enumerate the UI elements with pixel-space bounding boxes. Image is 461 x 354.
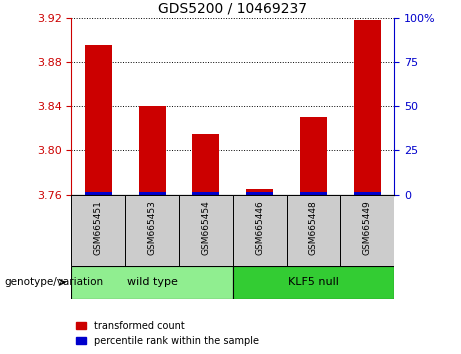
Text: GSM665446: GSM665446 (255, 200, 264, 255)
Bar (246, 189, 273, 195)
Text: genotype/variation: genotype/variation (5, 277, 104, 287)
Legend: transformed count, percentile rank within the sample: transformed count, percentile rank withi… (77, 321, 259, 346)
Bar (300, 192, 327, 195)
Bar (354, 192, 381, 195)
Bar (354, 20, 381, 195)
Bar (125, 195, 179, 266)
Bar (71, 266, 233, 299)
Bar (193, 192, 219, 195)
Bar (139, 192, 165, 195)
Text: KLF5 null: KLF5 null (288, 277, 339, 287)
Bar (233, 266, 394, 299)
Bar (193, 134, 219, 195)
Bar (233, 195, 287, 266)
Text: GSM665453: GSM665453 (148, 200, 157, 255)
Text: wild type: wild type (127, 277, 177, 287)
Bar (85, 45, 112, 195)
Bar (300, 117, 327, 195)
Bar (246, 192, 273, 195)
Bar (71, 195, 125, 266)
Bar (139, 106, 165, 195)
Text: GSM665454: GSM665454 (201, 200, 210, 255)
Text: GSM665448: GSM665448 (309, 200, 318, 255)
Text: GSM665449: GSM665449 (363, 200, 372, 255)
Text: GSM665451: GSM665451 (94, 200, 103, 255)
Bar (340, 195, 394, 266)
Bar (85, 192, 112, 195)
Bar (287, 195, 340, 266)
Title: GDS5200 / 10469237: GDS5200 / 10469237 (158, 1, 307, 15)
Bar (179, 195, 233, 266)
